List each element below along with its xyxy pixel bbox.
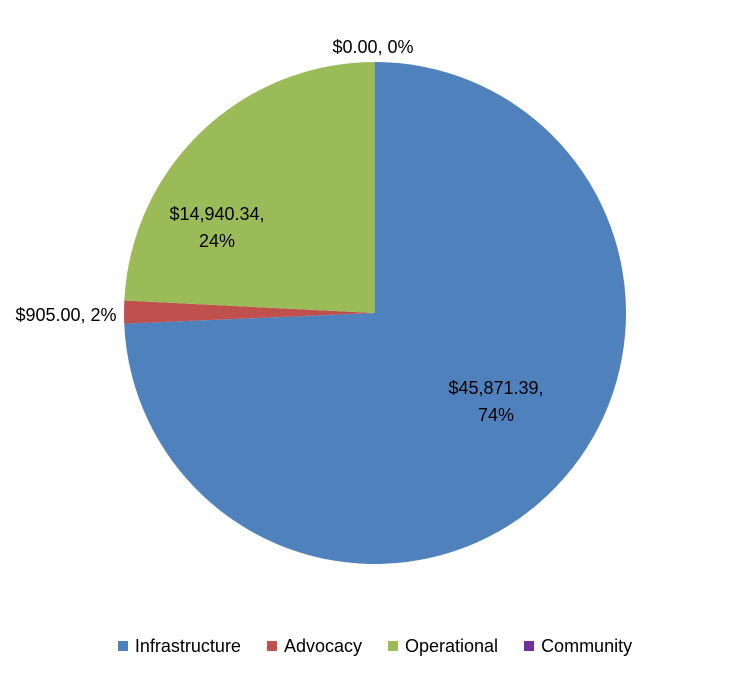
legend-item-advocacy: Advocacy — [266, 635, 362, 657]
legend-label-operational: Operational — [405, 635, 499, 656]
legend-item-operational: Operational — [388, 636, 498, 657]
legend-swatch-infrastructure — [117, 641, 128, 651]
legend-label-advocacy: Advocacy — [283, 635, 362, 656]
pie-slice-infrastructure — [124, 62, 626, 564]
legend: Infrastructure Advocacy Operational Comm… — [0, 632, 750, 660]
legend-swatch-community — [524, 641, 535, 651]
legend-item-community: Community — [524, 636, 632, 657]
legend-label-community: Community — [541, 635, 633, 656]
legend-item-infrastructure: Infrastructure — [117, 635, 241, 657]
legend-label-infrastructure: Infrastructure — [134, 635, 241, 656]
pie-slice-advocacy — [124, 300, 376, 324]
legend-swatch-advocacy — [266, 641, 277, 651]
data-label-operational: $14,940.34, 24% — [169, 204, 264, 251]
legend-swatch-operational — [388, 641, 398, 651]
data-label-advocacy: $905.00, 2% — [15, 305, 116, 325]
data-label-infrastructure: $45,871.39, 74% — [448, 378, 543, 425]
data-label-community: $0.00, 0% — [332, 37, 413, 57]
pie-slice-operational — [124, 62, 375, 313]
